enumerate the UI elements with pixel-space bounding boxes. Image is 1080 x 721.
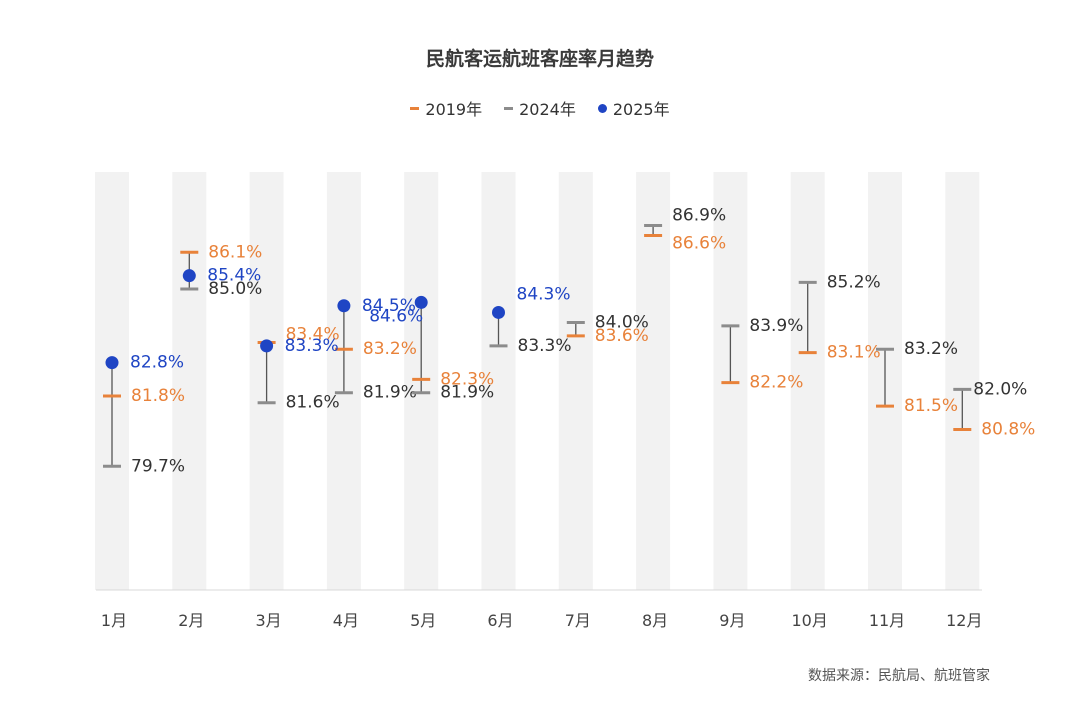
marker-2025 — [492, 305, 505, 319]
marker-2025 — [337, 299, 351, 313]
legend-item-2025: 2025年 — [597, 96, 670, 120]
month-band — [945, 172, 980, 590]
data-label-2024: 83.2% — [904, 339, 958, 359]
data-label-2019: 82.3% — [440, 369, 494, 389]
data-label-2024: 85.0% — [208, 279, 262, 299]
x-tick-label: 7月 — [565, 611, 591, 630]
data-label-2019: 80.8% — [981, 419, 1035, 439]
data-label-2019: 83.6% — [595, 326, 649, 346]
legend-label-2025: 2025年 — [612, 100, 670, 119]
legend-label-2024: 2024年 — [519, 100, 576, 119]
source-note: 数据来源：民航局、航班管家 — [808, 668, 990, 684]
x-tick-label: 5月 — [410, 611, 436, 630]
marker-2025 — [182, 269, 196, 283]
data-label-2019: 81.5% — [904, 396, 958, 416]
data-label-2024: 83.9% — [749, 316, 803, 336]
month-band — [636, 172, 671, 590]
x-tick-label: 8月 — [642, 611, 668, 630]
data-label-2025: 83.3% — [285, 336, 339, 356]
legend-label-2019: 2019年 — [425, 100, 483, 119]
legend-dash-2019 — [410, 106, 420, 110]
legend-dot-2025 — [597, 103, 607, 113]
x-tick-label: 9月 — [719, 611, 745, 630]
x-tick-label: 10月 — [792, 611, 828, 630]
data-label-2019: 83.4% — [286, 325, 340, 345]
data-label-2024: 82.0% — [973, 379, 1027, 399]
data-label-2019: 86.1% — [208, 242, 262, 262]
marker-2025 — [414, 295, 428, 309]
chart-title: 民航客运航班客座率月趋势 — [425, 48, 654, 70]
x-tick-label: 11月 — [869, 611, 905, 630]
month-band — [558, 172, 593, 590]
x-tick-label: 1月 — [101, 611, 127, 630]
data-label-2024: 81.6% — [286, 393, 340, 413]
x-tick-label: 6月 — [487, 611, 513, 630]
legend-item-2019: 2019年 — [410, 96, 482, 120]
x-tick-label: 3月 — [256, 611, 282, 630]
data-label-2025: 85.4% — [207, 266, 261, 286]
data-label-2025: 84.6% — [369, 306, 423, 326]
data-label-2019: 83.1% — [827, 343, 881, 363]
legend-dash-2024 — [504, 106, 514, 110]
data-label-2024: 86.9% — [672, 206, 726, 226]
data-label-2025: 84.3% — [517, 284, 571, 304]
data-label-2019: 86.6% — [672, 234, 726, 254]
data-label-2025: 82.8% — [130, 353, 184, 373]
data-label-2025: 84.5% — [362, 296, 416, 316]
data-label-2019: 82.2% — [749, 373, 803, 393]
marker-2025 — [260, 339, 274, 353]
month-band — [481, 172, 516, 590]
data-label-2019: 81.8% — [131, 386, 185, 406]
data-label-2024: 83.3% — [518, 336, 572, 356]
data-label-2024: 85.2% — [827, 272, 881, 292]
data-label-2024: 84.0% — [595, 312, 649, 332]
legend-item-2024: 2024年 — [504, 96, 576, 120]
x-tick-label: 4月 — [333, 611, 359, 630]
data-label-2019: 83.2% — [363, 339, 417, 359]
x-tick-label: 12月 — [946, 611, 982, 630]
month-band — [172, 172, 207, 590]
data-label-2024: 81.9% — [363, 383, 417, 403]
data-label-2024: 81.9% — [440, 383, 494, 403]
marker-2025 — [105, 356, 119, 370]
month-band — [790, 172, 825, 590]
data-label-2024: 79.7% — [131, 456, 185, 476]
x-tick-label: 2月 — [178, 611, 204, 630]
chart-legend: 2019年 2024年 2025年 — [0, 96, 1080, 120]
